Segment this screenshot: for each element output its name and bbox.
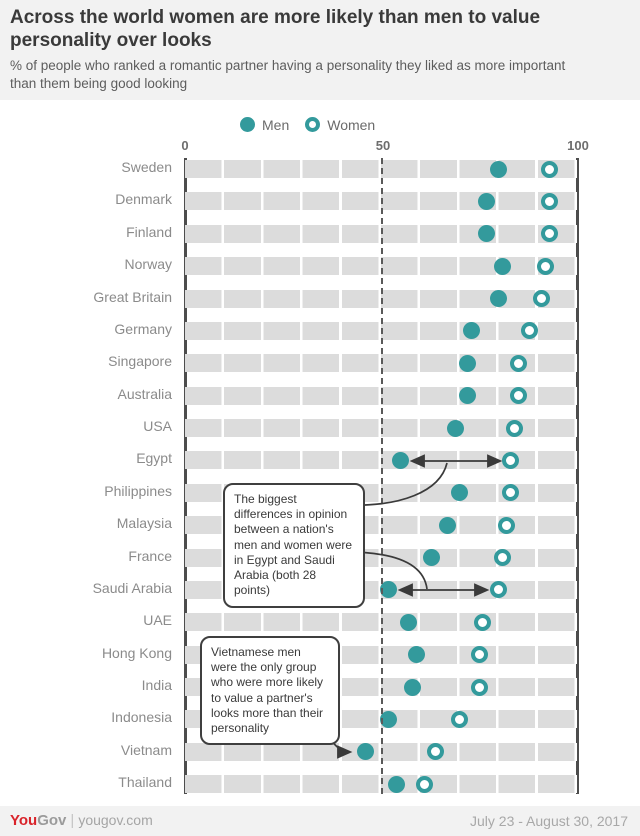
yougov-logo: YouGov | yougov.com [10, 812, 153, 829]
callout-vietnamese-men: Vietnamese men were the only group who w… [200, 636, 340, 746]
footer: YouGov | yougov.com July 23 - August 30, 2… [0, 806, 640, 836]
women-dot [494, 549, 512, 567]
country-label: Thailand [118, 774, 172, 791]
country-label: Saudi Arabia [92, 579, 172, 596]
women-dot [509, 387, 527, 405]
yougov-url: yougov.com [78, 812, 153, 828]
country-label: Sweden [121, 159, 172, 175]
country-row: USA [0, 412, 640, 444]
country-row: Singapore [0, 347, 640, 379]
women-dot [505, 419, 523, 437]
women-dot [490, 581, 508, 599]
women-dot [541, 160, 559, 178]
country-label: Hong Kong [101, 644, 172, 661]
country-row: Germany [0, 315, 640, 347]
page-subtitle: % of people who ranked a romantic partne… [10, 58, 566, 91]
men-dot [399, 613, 417, 631]
men-dot [450, 484, 468, 502]
country-label: Great Britain [93, 288, 172, 305]
men-dot [458, 354, 476, 372]
men-dot [490, 160, 508, 178]
women-dot [470, 646, 488, 664]
axis-tick-50: 50 [375, 138, 391, 153]
women-dot [541, 225, 559, 243]
women-dot [533, 290, 551, 308]
men-dot [392, 451, 410, 469]
men-dot [494, 257, 512, 275]
country-row: Thailand [0, 768, 640, 800]
women-dot [541, 192, 559, 210]
women-ring-icon [305, 117, 321, 132]
women-dot [470, 678, 488, 696]
country-label: Vietnam [120, 741, 172, 758]
logo-you: You [10, 812, 38, 829]
country-label: Singapore [108, 353, 172, 370]
country-row: Egypt [0, 444, 640, 476]
men-dot [490, 290, 508, 308]
legend-label-women: Women [327, 116, 376, 133]
legend-item-women: Women [305, 117, 375, 133]
axis-tick-0: 0 [181, 138, 189, 153]
fieldwork-dates: July 23 - August 30, 2017 [470, 813, 628, 829]
men-dot [478, 225, 496, 243]
men-dot [439, 516, 457, 534]
axis-line-right [576, 158, 579, 794]
axis-line-left [184, 158, 187, 794]
country-label: India [141, 677, 172, 694]
country-row: UAE [0, 606, 640, 638]
country-label: France [128, 547, 172, 564]
country-row: Finland [0, 218, 640, 250]
country-label: Indonesia [111, 709, 172, 726]
women-dot [450, 710, 468, 728]
country-label: Norway [124, 256, 172, 273]
logo-gov: Gov [37, 812, 67, 829]
logo-divider: | [70, 812, 75, 829]
men-dot [356, 743, 374, 761]
women-dot [497, 516, 515, 534]
country-row: Denmark [0, 185, 640, 217]
country-row: Australia [0, 380, 640, 412]
callout-biggest-differences: The biggest differences in opinion betwe… [223, 483, 365, 608]
legend: Men Women [240, 116, 375, 133]
men-dot [462, 322, 480, 340]
women-dot [521, 322, 539, 340]
country-label: Malaysia [116, 515, 172, 532]
country-label: Germany [114, 320, 172, 337]
page-title: Across the world women are more likely t… [10, 7, 541, 52]
men-dot [446, 419, 464, 437]
legend-label-men: Men [262, 116, 290, 133]
axis-tick-100: 100 [567, 138, 589, 153]
men-dot [403, 678, 421, 696]
header: Across the world women are more likely t… [0, 0, 640, 100]
country-label: Finland [126, 223, 172, 240]
legend-item-men: Men [240, 117, 289, 133]
women-dot [415, 775, 433, 793]
country-label: Egypt [136, 450, 172, 467]
men-dot [407, 646, 425, 664]
men-dot [458, 387, 476, 405]
country-row: Norway [0, 250, 640, 282]
plot-rows: Sweden Denmark Finland Norway Great Britain G… [0, 153, 640, 801]
country-label: USA [143, 418, 172, 435]
women-dot [474, 613, 492, 631]
country-label: Denmark [115, 191, 172, 208]
men-dot [388, 775, 406, 793]
country-label: Philippines [104, 482, 172, 499]
fifty-percent-refline [381, 158, 383, 794]
country-label: UAE [143, 612, 172, 629]
women-dot [427, 743, 445, 761]
men-dot [478, 192, 496, 210]
country-label: Australia [117, 385, 172, 402]
women-dot [509, 354, 527, 372]
women-dot [501, 484, 519, 502]
country-row: Great Britain [0, 283, 640, 315]
men-dot-icon [240, 117, 255, 132]
country-row: Sweden [0, 153, 640, 185]
men-dot [380, 710, 398, 728]
women-dot [537, 257, 555, 275]
women-dot [501, 451, 519, 469]
